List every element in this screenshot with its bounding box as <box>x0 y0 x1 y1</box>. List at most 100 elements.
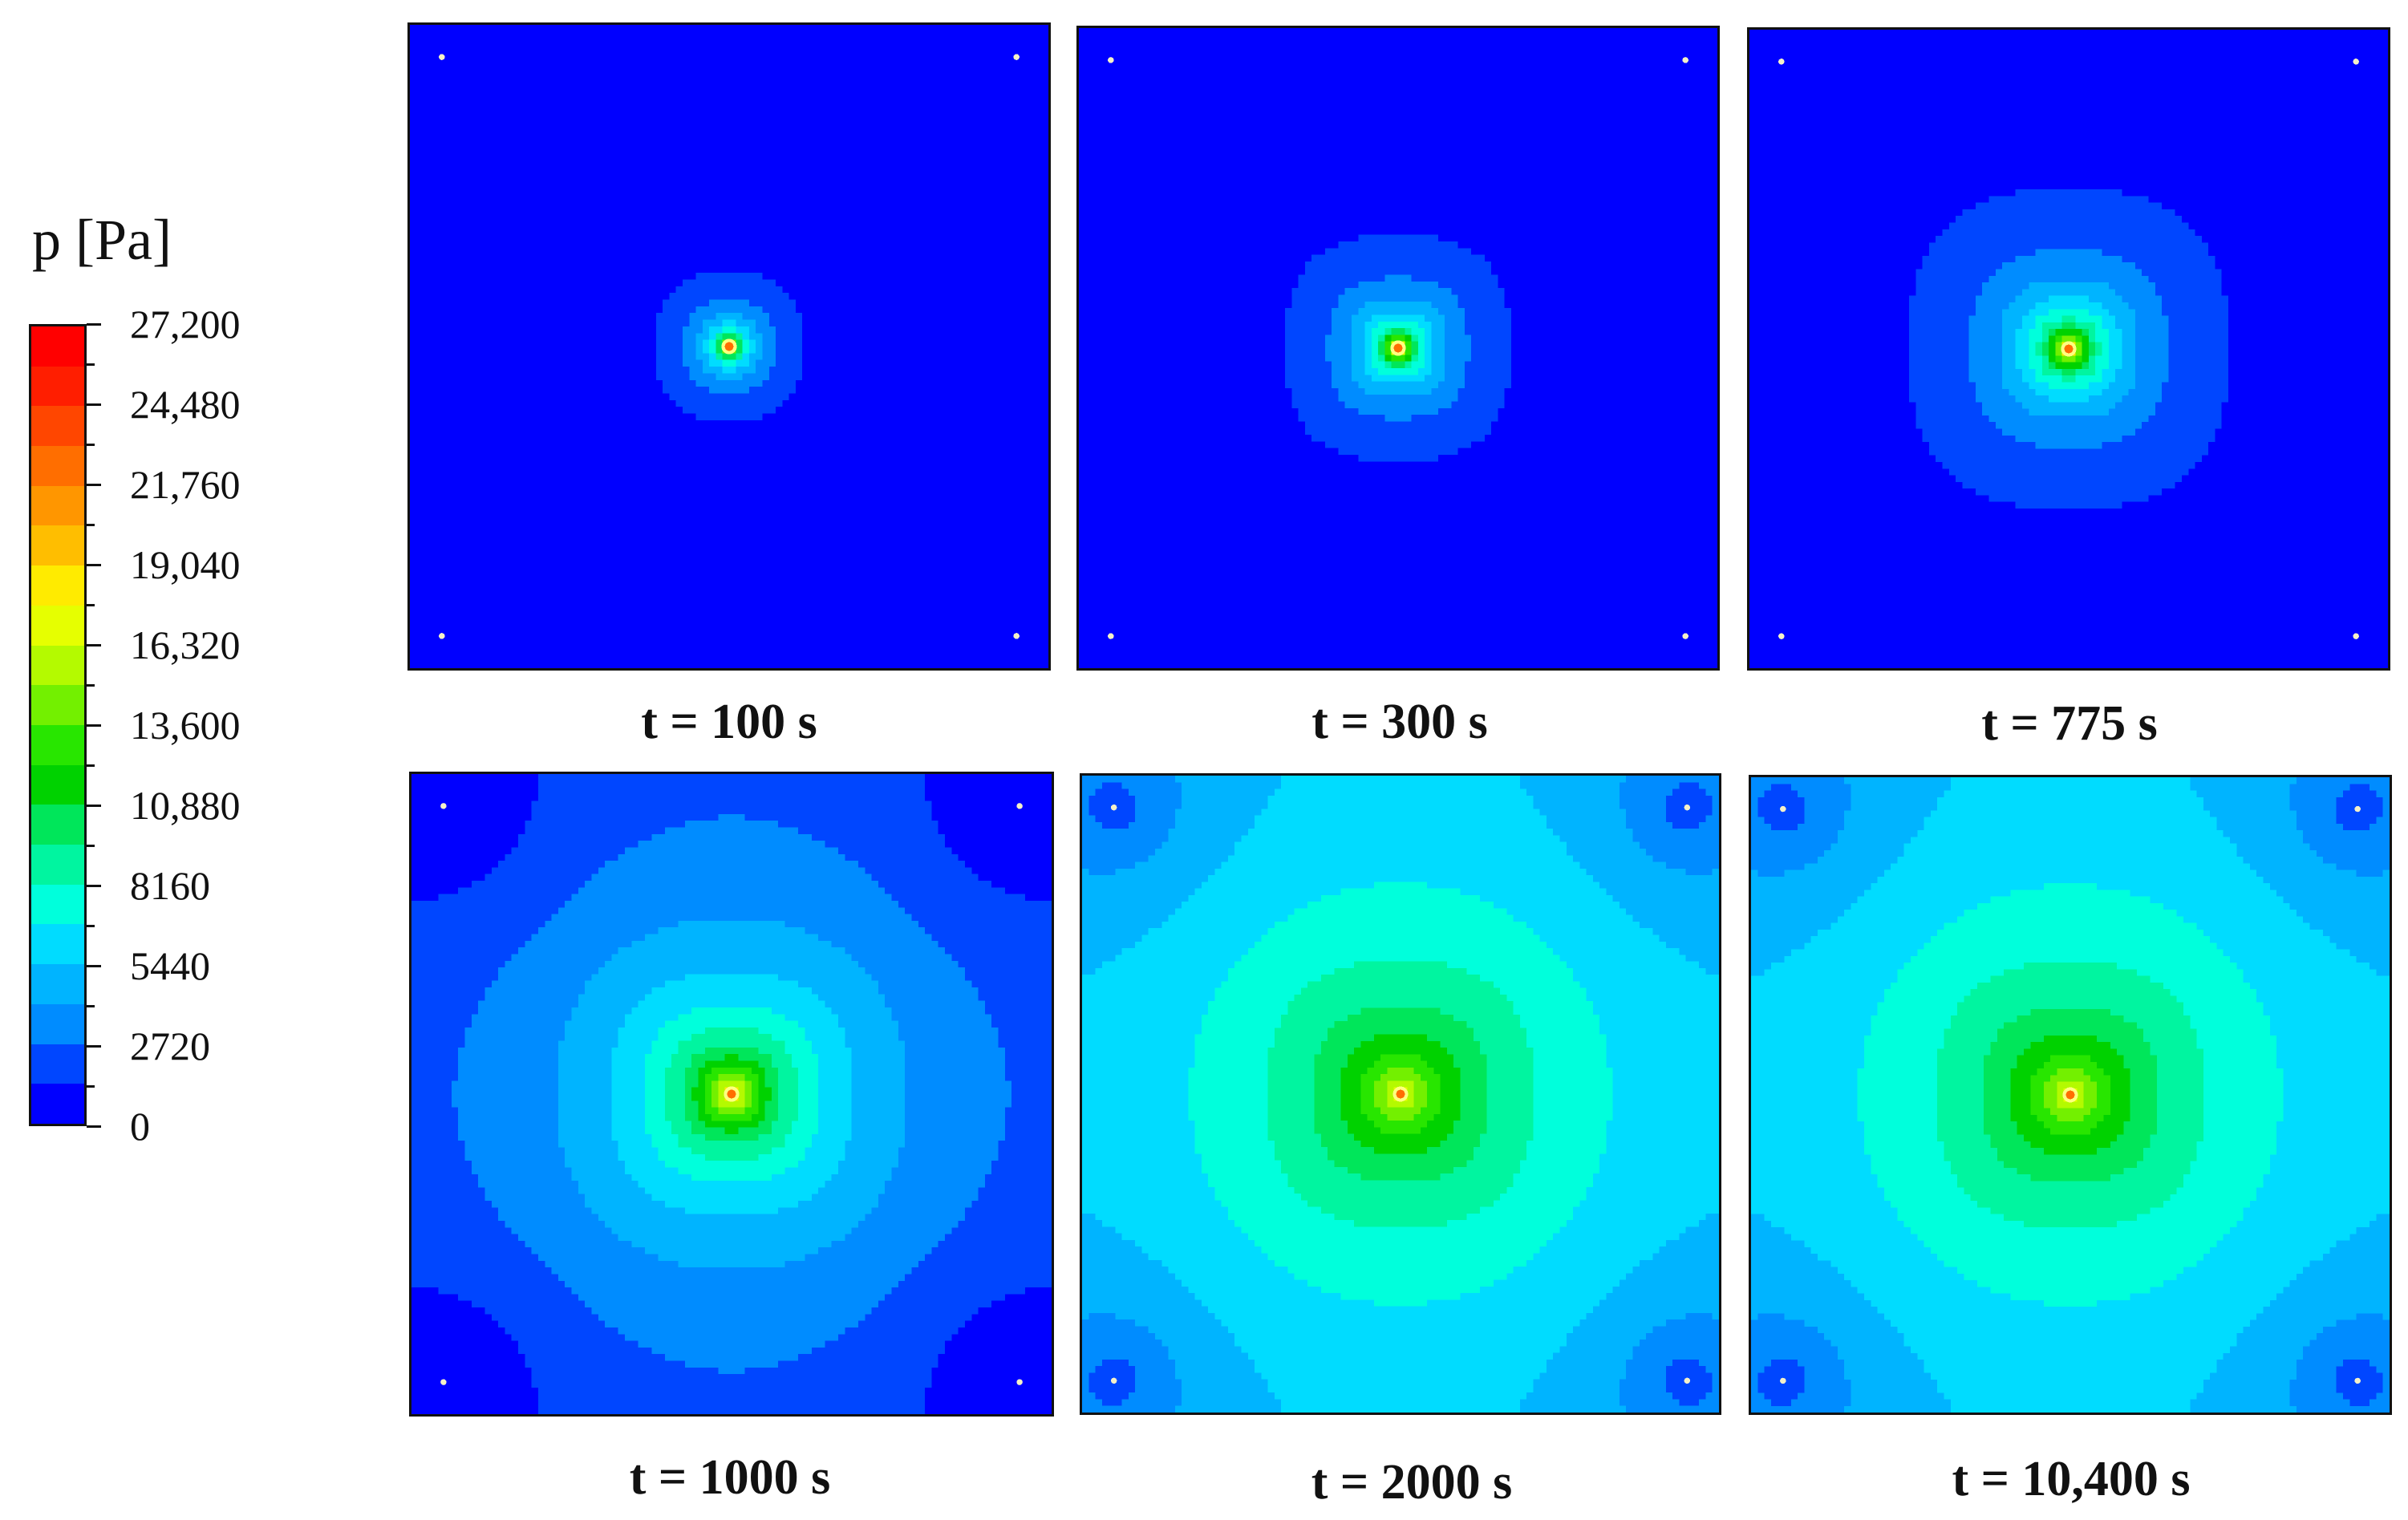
well-marker <box>1110 804 1117 811</box>
panel-label: t = 2000 s <box>1311 1457 1513 1507</box>
colorbar-tick <box>87 483 101 486</box>
well-marker <box>1108 57 1114 63</box>
colorbar-label: 0 <box>130 1106 150 1146</box>
well-marker <box>1684 1377 1691 1384</box>
well-marker <box>439 633 445 639</box>
panel-label: t = 100 s <box>641 697 817 747</box>
injection-point-marker <box>2061 341 2077 357</box>
colorbar-band <box>31 446 84 486</box>
colorbar-label: 5440 <box>130 946 210 986</box>
well-marker <box>1013 633 1020 639</box>
colorbar-band <box>31 485 84 526</box>
panel-label: t = 10,400 s <box>1952 1454 2190 1504</box>
colorbar-tick <box>87 322 101 326</box>
well-marker <box>1778 59 1785 65</box>
colorbar-band <box>31 406 84 447</box>
contour-field <box>410 25 1048 668</box>
colorbar-band <box>31 685 84 725</box>
contour-panel <box>1747 27 2390 671</box>
contour-panel <box>409 772 1054 1417</box>
injection-point-marker <box>1393 1086 1409 1102</box>
colorbar <box>29 324 87 1126</box>
well-marker <box>1684 804 1691 811</box>
well-marker <box>2354 1377 2361 1384</box>
colorbar-label: 19,040 <box>130 545 241 585</box>
injection-point-marker <box>1390 340 1406 356</box>
colorbar-label: 24,480 <box>130 384 241 424</box>
well-marker <box>1110 1377 1117 1384</box>
colorbar-label: 16,320 <box>130 625 241 665</box>
colorbar-tick <box>87 884 101 887</box>
contour-field <box>1079 28 1717 668</box>
well-marker <box>1780 805 1786 813</box>
colorbar-band <box>31 1084 84 1124</box>
colorbar-label: 8160 <box>130 865 210 906</box>
panel-label: t = 775 s <box>1981 699 2158 748</box>
colorbar-tick <box>87 764 95 767</box>
colorbar-band <box>31 884 84 925</box>
colorbar-tick <box>87 403 101 406</box>
panel-label: t = 1000 s <box>630 1453 831 1502</box>
colorbar-label: 27,200 <box>130 304 241 344</box>
colorbar-band <box>31 565 84 606</box>
colorbar-tick <box>87 844 95 847</box>
colorbar-band <box>31 525 84 566</box>
contour-panel <box>407 22 1051 671</box>
contour-field <box>411 774 1052 1414</box>
colorbar-band <box>31 764 84 805</box>
colorbar-band <box>31 1044 84 1084</box>
well-marker <box>1016 803 1023 809</box>
well-marker <box>439 54 445 60</box>
well-marker <box>1016 1379 1023 1385</box>
colorbar-tick <box>87 603 95 606</box>
well-marker <box>440 803 447 809</box>
colorbar-band <box>31 1003 84 1044</box>
legend-title: p [Pa] <box>32 207 172 274</box>
colorbar-band <box>31 605 84 646</box>
colorbar-label: 13,600 <box>130 705 241 745</box>
well-marker <box>440 1379 447 1385</box>
colorbar-tick <box>87 1125 101 1128</box>
colorbar-tick <box>87 563 101 566</box>
colorbar-tick <box>87 964 101 967</box>
colorbar-tick <box>87 443 95 446</box>
well-marker <box>1108 633 1114 639</box>
injection-point-marker <box>721 338 737 355</box>
well-marker <box>2354 805 2361 813</box>
colorbar-ticks <box>87 322 103 1128</box>
contour-field <box>1749 30 2388 668</box>
colorbar-tick <box>87 724 101 727</box>
well-marker <box>2353 633 2359 639</box>
colorbar-band <box>31 964 84 1004</box>
well-marker <box>2353 59 2359 65</box>
colorbar-band <box>31 326 84 367</box>
colorbar-band <box>31 366 84 407</box>
contour-panel <box>1749 775 2392 1415</box>
colorbar-tick <box>87 683 95 687</box>
contour-field <box>1082 776 1719 1413</box>
well-marker <box>1682 633 1688 639</box>
colorbar-tick <box>87 1004 95 1007</box>
colorbar-tick <box>87 643 101 647</box>
contour-panel <box>1080 773 1721 1415</box>
colorbar-tick <box>87 804 101 807</box>
colorbar-tick <box>87 523 95 526</box>
injection-point-marker <box>2062 1087 2078 1103</box>
well-marker <box>1778 633 1785 639</box>
colorbar-tick <box>87 924 95 927</box>
well-marker <box>1013 54 1020 60</box>
colorbar-tick <box>87 1044 101 1048</box>
colorbar-band <box>31 724 84 765</box>
colorbar-band <box>31 805 84 845</box>
well-marker <box>1780 1377 1786 1384</box>
colorbar-band <box>31 924 84 965</box>
well-marker <box>1682 57 1688 63</box>
colorbar-label: 21,760 <box>130 464 241 505</box>
colorbar-band <box>31 645 84 686</box>
contour-field <box>1751 777 2390 1413</box>
injection-point-marker <box>724 1086 740 1102</box>
colorbar-label: 10,880 <box>130 785 241 825</box>
panel-label: t = 300 s <box>1311 697 1488 747</box>
colorbar-tick <box>87 363 95 366</box>
